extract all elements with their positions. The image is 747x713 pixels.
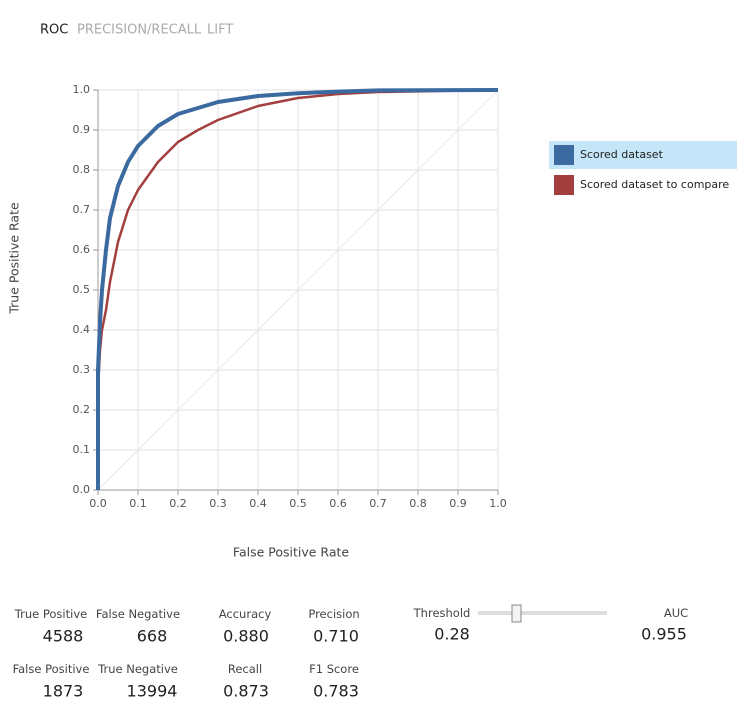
y-tick-label: 0.8 — [73, 163, 91, 176]
y-tick-label: 1.0 — [73, 83, 91, 96]
metric-value: 0.28 — [434, 624, 470, 644]
metric-value: 0.783 — [313, 681, 359, 701]
roc-curve — [96, 88, 499, 490]
metric-value: 0.873 — [223, 681, 269, 701]
legend-label[interactable]: Scored dataset — [580, 148, 664, 161]
slider-thumb[interactable] — [511, 604, 522, 623]
legend-highlight — [549, 141, 737, 169]
metric-label: False Positive — [12, 662, 90, 676]
y-tick-label: 0.0 — [73, 483, 91, 496]
y-tick-label: 0.2 — [73, 403, 91, 416]
metric-value: 0.710 — [313, 626, 359, 646]
y-tick-label: 0.3 — [73, 363, 91, 376]
legend-swatch[interactable] — [554, 145, 574, 165]
y-tick-label: 0.5 — [73, 283, 91, 296]
tab[interactable]: ROC — [40, 23, 68, 38]
tab[interactable]: LIFT — [207, 23, 233, 38]
x-tick-label: 0.4 — [249, 497, 267, 510]
y-tick-label: 0.6 — [73, 243, 91, 256]
roc-curve — [96, 88, 499, 490]
x-tick-label: 0.8 — [409, 497, 427, 510]
metric-value: 0.880 — [223, 626, 269, 646]
metric-value: 1873 — [42, 681, 84, 701]
y-tick-label: 0.9 — [73, 123, 91, 136]
y-tick-label: 0.4 — [73, 323, 91, 336]
metric-label: False Negative — [95, 607, 181, 621]
metric-value: 0.955 — [641, 624, 687, 644]
metric-label: True Positive — [14, 607, 88, 621]
metric-label: F1 Score — [309, 662, 359, 676]
x-tick-label: 1.0 — [489, 497, 507, 510]
metric-label: True Negative — [98, 662, 178, 676]
legend-label[interactable]: Scored dataset to compare — [580, 178, 729, 191]
y-tick-label: 0.7 — [73, 203, 91, 216]
x-tick-label: 0.5 — [289, 497, 307, 510]
metric-label: AUC — [663, 606, 689, 620]
metric-label: Recall — [227, 662, 263, 676]
tab[interactable]: PRECISION/RECALL — [77, 23, 202, 38]
x-axis-label: False Positive Rate — [233, 545, 349, 560]
y-axis-label: True Positive Rate — [7, 202, 22, 315]
metric-label: Threshold — [413, 606, 471, 620]
x-tick-label: 0.3 — [209, 497, 227, 510]
metric-value: 4588 — [42, 626, 84, 646]
x-tick-label: 0.0 — [89, 497, 107, 510]
x-tick-label: 0.7 — [369, 497, 387, 510]
x-tick-label: 0.1 — [129, 497, 147, 510]
y-tick-label: 0.1 — [73, 443, 91, 456]
x-tick-label: 0.2 — [169, 497, 187, 510]
x-tick-label: 0.6 — [329, 497, 347, 510]
metric-label: Precision — [308, 607, 360, 621]
metric-label: Accuracy — [218, 607, 272, 621]
legend-swatch[interactable] — [554, 175, 574, 195]
metric-value: 13994 — [126, 681, 178, 701]
metric-value: 668 — [136, 626, 168, 646]
x-tick-label: 0.9 — [449, 497, 467, 510]
diagonal — [97, 89, 499, 491]
